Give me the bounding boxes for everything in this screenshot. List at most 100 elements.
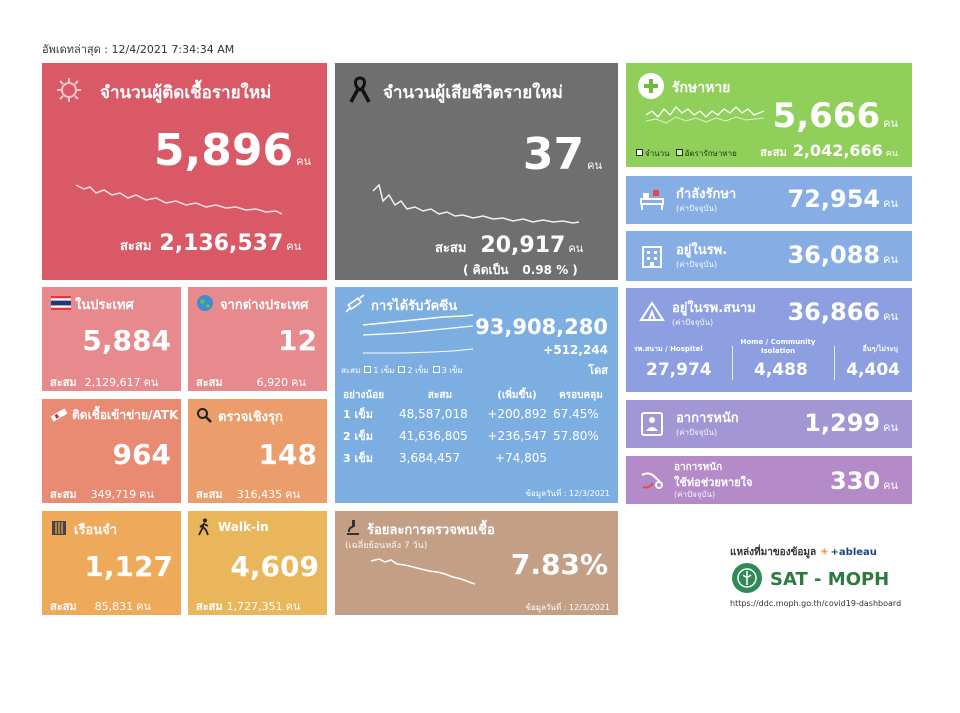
vaccine-title: การได้รับวัคซีน (371, 299, 458, 314)
table-row: 3 เข็ม 3,684,457 +74,805 (343, 447, 609, 469)
source-block: แหล่งที่มาของข้อมูล ✳ +ableau SAT - MOPH… (730, 545, 910, 615)
domestic-card[interactable]: ในประเทศ 5,884 สะสม 2,129,617 คน (42, 287, 181, 391)
field-col1-label: รพ.สนาม / Hospitel (634, 345, 703, 353)
treating-card[interactable]: กำลังรักษา (ค่าปัจจุบัน) 72,954 คน (626, 176, 912, 224)
prison-card[interactable]: เรือนจำ 1,127 สะสม 85,831 คน (42, 511, 181, 615)
foreign-title: จากต่างประเทศ (220, 298, 309, 313)
field-col3-value: 4,404 (846, 360, 900, 380)
foreign-card[interactable]: จากต่างประเทศ 12 สะสม 6,920 คน (188, 287, 327, 391)
prison-cum-unit: คน (136, 600, 151, 613)
vaccine-row1-cov: 67.45% (553, 407, 599, 421)
new-deaths-cum-value: 20,917 (480, 233, 566, 258)
severe-card[interactable]: อาการหนัก (ค่าปัจจุบัน) 1,299 คน (626, 400, 912, 448)
vaccine-total: 93,908,280 (475, 315, 608, 339)
ventilator-note: (ค่าปัจจุบัน) (674, 490, 716, 499)
proactive-cum-unit: คน (285, 488, 300, 501)
field-hospital-note: (ค่าปัจจุบัน) (672, 318, 714, 327)
new-deaths-unit: คน (587, 159, 602, 172)
new-cases-cum-value: 2,136,537 (159, 231, 284, 256)
vaccine-row1-inc: +200,892 (487, 407, 547, 421)
prison-value: 1,127 (84, 550, 173, 583)
building-icon (638, 242, 666, 270)
vaccine-header-min: อย่างน้อย (343, 389, 385, 401)
recovered-legend1: จำนวน (645, 149, 670, 158)
vaccine-sparkline (362, 314, 474, 354)
source-label: แหล่งที่มาของข้อมูล (730, 547, 817, 558)
last-updated: อัพเดทล่าสุด : 12/4/2021 7:34:34 AM (42, 43, 235, 56)
globe-icon (195, 293, 215, 313)
vaccine-table: อย่างน้อย สะสม (เพิ่มขึ้น) ครอบคลุม 1 เข… (343, 387, 609, 469)
vaccine-row3-cum: 3,684,457 (399, 451, 461, 465)
new-deaths-value: 37 (522, 129, 585, 180)
positivity-card[interactable]: ร้อยละการตรวจพบเชื้อ (เฉลี่ยย้อนหลัง 7 ว… (335, 511, 618, 615)
new-deaths-pct-open: ( คิดเป็น (463, 263, 509, 277)
doctor-icon (638, 409, 666, 439)
new-deaths-pct-value: 0.98 % (522, 263, 569, 277)
positivity-note: (เฉลี่ยย้อนหลัง 7 วัน) (345, 541, 428, 551)
proactive-title: ตรวจเชิงรุก (218, 410, 283, 425)
atk-value: 964 (112, 438, 171, 471)
legend-rate-swatch (675, 149, 683, 156)
field-divider-2 (834, 346, 835, 380)
positivity-value: 7.83% (510, 548, 608, 581)
foreign-cum-value: 6,920 (256, 376, 289, 389)
foreign-cum-label: สะสม (196, 376, 223, 389)
field-divider-1 (732, 346, 733, 380)
recovered-unit: คน (883, 117, 898, 130)
treating-unit: คน (883, 197, 898, 210)
legend-dose2-swatch (398, 366, 406, 373)
medical-cross-icon (638, 73, 664, 99)
domestic-cum-unit: คน (143, 376, 159, 389)
severe-unit: คน (883, 421, 898, 434)
field-hospital-unit: คน (883, 310, 898, 323)
treating-note: (ค่าปัจจุบัน) (676, 204, 718, 213)
atk-cum-unit: คน (139, 488, 154, 501)
vaccine-row3-cov (553, 447, 609, 469)
vaccine-card[interactable]: การได้รับวัคซีน 93,908,280 +512,244 โดส … (335, 287, 618, 503)
recovered-card[interactable]: รักษาหาย 5,666 คน จำนวน อัตรารักษาหาย สะ… (626, 63, 912, 167)
ventilator-value: 330 (830, 467, 881, 495)
walkin-cum-unit: คน (285, 600, 301, 613)
hospital-card[interactable]: อยู่ในรพ. (ค่าปัจจุบัน) 36,088 คน (626, 231, 912, 281)
vaccine-row3-inc: +74,805 (494, 451, 547, 465)
new-cases-card[interactable]: จำนวนผู้ติดเชื้อรายใหม่ 5,896 คน สะสม 2,… (42, 63, 327, 280)
recovered-sparkline (645, 106, 765, 124)
severe-title: อาการหนัก (676, 411, 739, 426)
ventilator-title2: ใช้ท่อช่วยหายใจ (674, 476, 753, 489)
table-row: 1 เข็ม 48,587,018 +200,892 67.45% (343, 403, 609, 425)
walkin-cum-label: สะสม (196, 600, 223, 613)
source-url[interactable]: https://ddc.moph.go.th/covid19-dashboard (730, 599, 902, 608)
prison-cum-label: สะสม (50, 600, 77, 613)
field-hospital-value: 36,866 (787, 298, 881, 326)
ventilator-icon (638, 466, 666, 494)
walkin-title: Walk-in (218, 520, 269, 534)
hospital-unit: คน (883, 253, 898, 266)
vaccine-header-cov: ครอบคลุม (559, 389, 603, 401)
field-col2-value: 4,488 (754, 360, 808, 380)
new-deaths-cum-unit: คน (568, 242, 584, 255)
virus-icon (54, 75, 84, 105)
new-cases-title: จำนวนผู้ติดเชื้อรายใหม่ (100, 83, 272, 103)
proactive-card[interactable]: ตรวจเชิงรุก 148 สะสม 316,435 คน (188, 399, 327, 503)
atk-card[interactable]: ติดเชื้อเข้าข่าย/ATK 964 สะสม 349,719 คน (42, 399, 181, 503)
new-cases-cum-unit: คน (286, 240, 302, 253)
test-kit-icon (48, 405, 70, 425)
new-deaths-card[interactable]: จำนวนผู้เสียชีวิตรายใหม่ 37 คน สะสม 20,9… (335, 63, 618, 280)
moph-seal-icon (732, 563, 762, 593)
severe-note: (ค่าปัจจุบัน) (676, 428, 718, 437)
positivity-sparkline (370, 558, 476, 585)
tableau-icon: ✳ (820, 547, 829, 558)
walkin-card[interactable]: Walk-in 4,609 สะสม 1,727,351 คน (188, 511, 327, 615)
vaccine-row1-cum: 48,587,018 (399, 407, 468, 421)
new-cases-cum-label: สะสม (120, 239, 152, 254)
positivity-title: ร้อยละการตรวจพบเชื้อ (367, 523, 495, 538)
field-hospital-card[interactable]: อยู่ในรพ.สนาม (ค่าปัจจุบัน) 36,866 คน รพ… (626, 288, 912, 392)
hospital-value: 36,088 (787, 241, 881, 269)
ventilator-card[interactable]: อาการหนัก ใช้ท่อช่วยหายใจ (ค่าปัจจุบัน) … (626, 456, 912, 504)
new-deaths-pct-close: ) (572, 263, 578, 277)
prison-door-icon (50, 519, 68, 537)
hospital-bed-icon (638, 186, 666, 214)
hospital-note: (ค่าปัจจุบัน) (676, 260, 718, 269)
vaccine-date: ข้อมูลวันที่ : 12/3/2021 (525, 489, 610, 498)
